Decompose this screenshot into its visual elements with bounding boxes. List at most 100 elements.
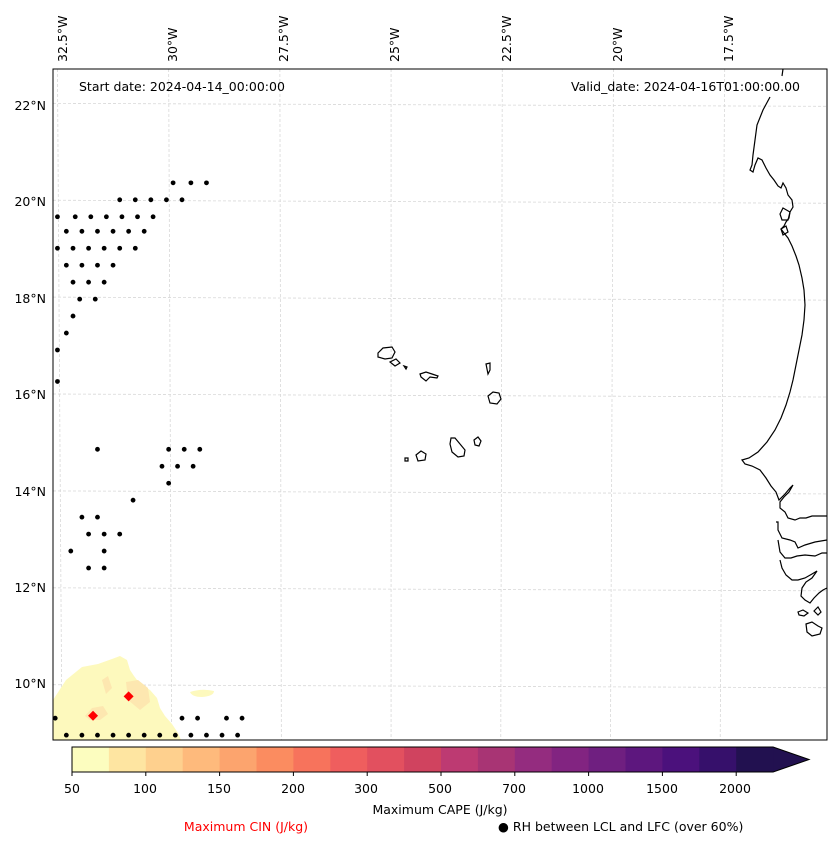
parallel-line [53, 199, 827, 204]
colorbar-tick-label: 700 [502, 781, 526, 796]
rh-dot [219, 732, 225, 738]
rh-dot [195, 715, 200, 721]
colorbar-segment [699, 747, 737, 772]
rh-dot [79, 514, 85, 520]
colorbar-segment [441, 747, 479, 772]
colorbar-tick-label: 2000 [719, 781, 751, 796]
rh-dot [101, 565, 107, 571]
lon-label: 22.5°W [499, 16, 514, 62]
rh-dot [150, 214, 156, 220]
rh-dot [164, 197, 169, 203]
rh-dot [63, 732, 69, 738]
rh-dot [110, 228, 116, 234]
cin-marker [123, 691, 134, 702]
lon-label: 30°W [165, 27, 180, 62]
colorbar-segment [736, 747, 774, 772]
latitude-labels: 22°N 20°N 18°N 16°N 14°N 12°N 10°N [14, 98, 46, 691]
rh-dot [55, 347, 60, 353]
rh-dot [88, 214, 94, 220]
rh-dot [95, 732, 100, 738]
rh-dot [55, 214, 60, 220]
lat-label: 22°N [14, 98, 46, 113]
lat-label: 16°N [14, 387, 46, 402]
rh-dot [63, 228, 69, 234]
island-boa-vista [487, 391, 502, 405]
rh-dot [92, 296, 98, 302]
coastlines [377, 69, 827, 637]
colorbar-segment [588, 747, 626, 772]
rh-dot [126, 732, 132, 738]
rh-dot [86, 531, 91, 537]
rh-dot [126, 228, 132, 234]
colorbar-segment [182, 747, 221, 772]
rh-dot [172, 732, 178, 738]
island-sao-vicente [388, 358, 401, 367]
colorbar-segment [625, 747, 663, 772]
colorbar-tick-label: 150 [207, 781, 231, 796]
colorbar-tick-label: 1000 [572, 781, 604, 796]
rh-dot [179, 715, 185, 721]
colorbar-segment [514, 747, 553, 772]
rh-dot [101, 279, 107, 285]
rh-dot [190, 463, 196, 469]
lon-label: 20°W [610, 27, 625, 62]
rh-dot [179, 197, 185, 203]
colorbar-outline [71, 746, 811, 773]
colorbar-segment [404, 747, 442, 772]
island [813, 606, 822, 616]
rh-dot [204, 180, 209, 186]
colorbar-segment [72, 747, 110, 772]
rh-dot [55, 379, 60, 384]
meridian-line [610, 69, 614, 740]
cin-marker [88, 710, 99, 721]
valid-date-label: Valid_date: 2024-04-16T01:00:00.00 [571, 79, 800, 94]
gridlines [53, 69, 827, 740]
cape-region-50 [53, 656, 181, 740]
colorbar-segment [219, 747, 257, 772]
rh-dot [63, 262, 69, 268]
colorbar-extend-arrow [773, 747, 810, 772]
lat-label: 12°N [14, 580, 46, 595]
rh-dot [110, 262, 116, 268]
rh-dot [53, 715, 58, 721]
rh-dot [239, 715, 245, 721]
island [779, 207, 791, 221]
colorbar-segment [145, 747, 184, 772]
coast-gambia-guinea [776, 521, 827, 604]
lon-label: 17.5°W [721, 16, 736, 62]
cape-colorbar [71, 746, 811, 776]
island-brava [404, 457, 409, 462]
rh-legend-label: ● RH between LCL and LFC (over 60%) [498, 819, 743, 834]
rh-dot [63, 330, 69, 336]
rh-dot [166, 480, 172, 486]
lon-label: 27.5°W [276, 16, 291, 62]
colorbar-segment [551, 747, 590, 772]
parallel-line [53, 296, 827, 301]
rh-dot [170, 180, 176, 186]
parallel-line [53, 684, 827, 689]
colorbar-segment [662, 747, 700, 772]
colorbar-tick-label: 1500 [646, 781, 678, 796]
rh-dot [141, 228, 147, 234]
colorbar-tick-label: 100 [133, 781, 157, 796]
rh-dot [119, 214, 125, 220]
colorbar-segment [367, 747, 405, 772]
island-santiago [449, 437, 466, 458]
island-fogo [415, 450, 427, 462]
colorbar-segment [108, 747, 147, 772]
rh-dot [95, 514, 100, 520]
map-area [53, 69, 827, 740]
colorbar-segment [330, 747, 368, 772]
rh-dot [70, 245, 76, 251]
rh-dot [95, 446, 100, 452]
cape-region-50 [190, 689, 214, 697]
rh-dot [175, 463, 180, 469]
lon-label: 32.5°W [55, 16, 70, 62]
cape-region-75 [126, 680, 150, 710]
rh-dot [79, 228, 85, 234]
lat-label: 10°N [14, 676, 46, 691]
rh-dot [101, 548, 107, 554]
colorbar-ticks: 50 100 150 200 300 500 700 1000 1500 200… [64, 781, 751, 796]
rh-dot [101, 245, 107, 251]
